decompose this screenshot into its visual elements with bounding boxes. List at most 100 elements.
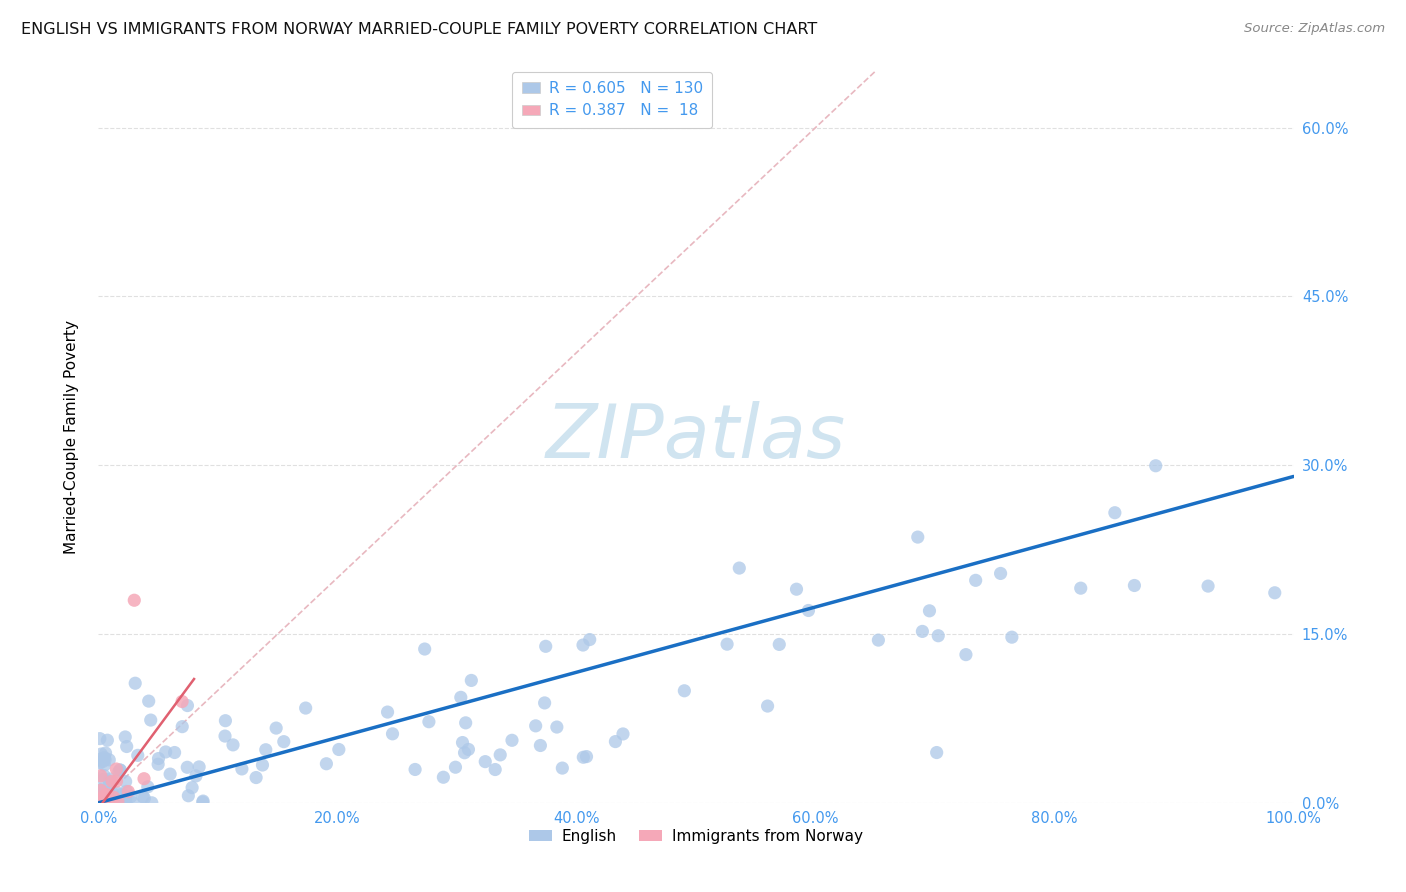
Point: [768, 637, 790, 651]
Point: [381, 727, 404, 741]
Point: [115, 784, 138, 798]
Point: [965, 574, 987, 588]
Point: [98, 772, 121, 786]
Point: [252, 758, 274, 772]
Point: [93, 772, 115, 787]
Point: [418, 714, 440, 729]
Point: [533, 696, 555, 710]
Point: [786, 582, 808, 597]
Point: [136, 780, 159, 794]
Point: [94, 753, 117, 767]
Point: [114, 791, 136, 805]
Point: [273, 734, 295, 748]
Point: [534, 640, 557, 654]
Point: [918, 604, 941, 618]
Point: [138, 694, 160, 708]
Point: [1070, 581, 1092, 595]
Point: [457, 742, 479, 756]
Point: [450, 690, 472, 705]
Point: [163, 746, 186, 760]
Point: [124, 676, 146, 690]
Point: [101, 774, 124, 789]
Text: ZIPatlas: ZIPatlas: [546, 401, 846, 473]
Point: [1197, 579, 1219, 593]
Point: [108, 763, 131, 777]
Point: [91, 755, 114, 769]
Point: [444, 760, 467, 774]
Point: [146, 757, 169, 772]
Point: [453, 746, 475, 760]
Point: [94, 789, 117, 803]
Point: [797, 603, 820, 617]
Point: [101, 792, 124, 806]
Point: [172, 694, 194, 708]
Point: [176, 698, 198, 713]
Point: [756, 699, 779, 714]
Point: [110, 794, 132, 808]
Point: [728, 561, 751, 575]
Point: [98, 753, 121, 767]
Point: [94, 746, 117, 760]
Point: [911, 624, 934, 639]
Point: [103, 790, 125, 805]
Point: [93, 758, 115, 772]
Point: [120, 789, 142, 804]
Point: [927, 629, 949, 643]
Point: [551, 761, 574, 775]
Point: [89, 752, 111, 766]
Point: [89, 756, 111, 771]
Point: [124, 593, 146, 607]
Point: [89, 791, 111, 805]
Point: [1104, 506, 1126, 520]
Point: [105, 774, 128, 789]
Point: [93, 786, 115, 800]
Point: [132, 772, 155, 786]
Point: [121, 796, 143, 810]
Point: [114, 730, 136, 744]
Point: [404, 763, 426, 777]
Point: [605, 734, 627, 748]
Point: [1123, 578, 1146, 592]
Point: [115, 739, 138, 754]
Point: [191, 795, 214, 809]
Point: [139, 713, 162, 727]
Point: [578, 632, 600, 647]
Point: [155, 745, 177, 759]
Point: [104, 794, 127, 808]
Point: [264, 721, 287, 735]
Text: Source: ZipAtlas.com: Source: ZipAtlas.com: [1244, 22, 1385, 36]
Point: [925, 746, 948, 760]
Point: [1264, 586, 1286, 600]
Point: [115, 796, 138, 810]
Point: [107, 795, 129, 809]
Point: [91, 796, 114, 810]
Point: [868, 633, 890, 648]
Point: [191, 794, 214, 808]
Point: [98, 776, 121, 790]
Point: [93, 789, 115, 804]
Point: [105, 785, 128, 799]
Point: [177, 789, 200, 803]
Point: [413, 642, 436, 657]
Point: [328, 742, 350, 756]
Point: [117, 784, 139, 798]
Point: [294, 701, 316, 715]
Point: [159, 767, 181, 781]
Point: [524, 719, 547, 733]
Point: [93, 768, 115, 782]
Point: [90, 783, 112, 797]
Point: [315, 756, 337, 771]
Point: [184, 769, 207, 783]
Point: [101, 786, 124, 800]
Point: [94, 794, 117, 808]
Point: [97, 786, 120, 800]
Point: [98, 774, 121, 789]
Point: [132, 789, 155, 804]
Point: [108, 764, 131, 779]
Point: [451, 735, 474, 749]
Point: [231, 762, 253, 776]
Point: [181, 780, 204, 795]
Point: [214, 729, 236, 743]
Point: [572, 638, 595, 652]
Point: [93, 785, 115, 799]
